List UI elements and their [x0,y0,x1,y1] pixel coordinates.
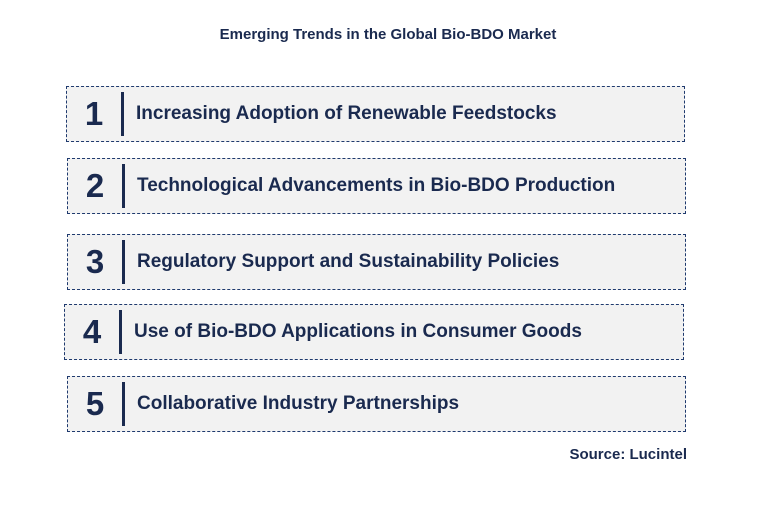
trend-number: 3 [85,243,105,280]
divider-bar [119,310,122,354]
diagram-title: Emerging Trends in the Global Bio-BDO Ma… [219,26,557,43]
divider-bar [121,92,124,136]
trend-item-3: 3 Regulatory Support and Sustainability … [67,234,686,290]
trend-number: 2 [85,167,105,204]
divider-bar [122,382,125,426]
trend-number: 4 [82,313,102,350]
trend-label: Use of Bio-BDO Applications in Consumer … [134,321,582,342]
trend-number: 1 [84,95,104,132]
trend-number: 5 [85,385,105,422]
divider-bar [122,164,125,208]
trend-label: Regulatory Support and Sustainability Po… [137,251,560,272]
source-credit: Source: Lucintel [569,446,687,463]
trend-label: Technological Advancements in Bio-BDO Pr… [137,175,616,196]
trend-item-5: 5 Collaborative Industry Partnerships [67,376,686,432]
trend-item-1: 1 Increasing Adoption of Renewable Feeds… [66,86,685,142]
trend-label: Increasing Adoption of Renewable Feedsto… [136,103,557,124]
trend-item-4: 4 Use of Bio-BDO Applications in Consume… [64,304,684,360]
divider-bar [122,240,125,284]
trend-label: Collaborative Industry Partnerships [137,393,460,414]
trend-item-2: 2 Technological Advancements in Bio-BDO … [67,158,686,214]
